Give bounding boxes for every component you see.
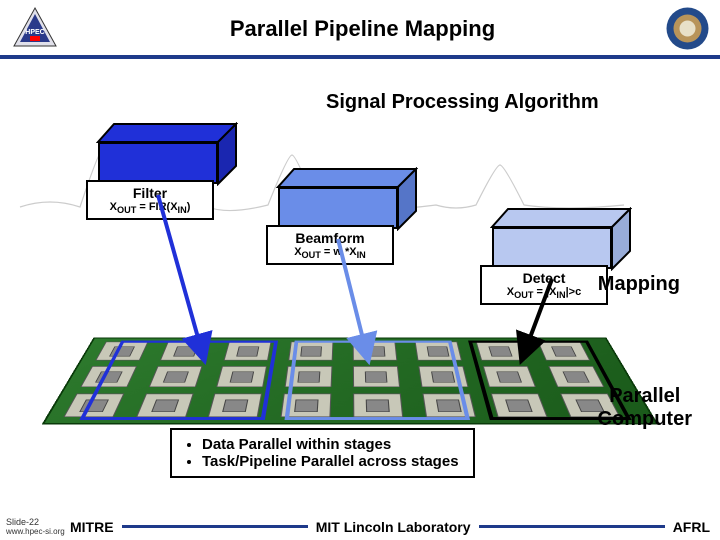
page-title: Parallel Pipeline Mapping [60,16,665,42]
dod-seal-icon [665,6,710,51]
summary-box: Data Parallel within stagesTask/Pipeline… [170,428,475,478]
computer-label: Parallel Computer [598,385,692,431]
stage-title: Beamform [274,230,386,246]
org-center: MIT Lincoln Laboratory [316,519,471,535]
mapping-region [284,341,470,420]
stage-label-box: Beamform XOUT = w *XIN [266,225,394,265]
header-divider [0,55,720,59]
stage-formula: XOUT = |XIN|>c [488,286,600,300]
svg-text:HPEC: HPEC [25,29,44,36]
header: HPEC Parallel Pipeline Mapping [0,0,720,51]
org-right: AFRL [673,519,720,535]
slide-number: Slide-22 www.hpec-si.org [0,517,70,536]
slide-num-text: Slide-22 [6,517,70,527]
footer-bar [122,525,308,528]
stage-formula: XOUT = FIR(XIN) [94,201,206,215]
bullet-item: Task/Pipeline Parallel across stages [202,453,459,470]
algorithm-label: Signal Processing Algorithm [326,91,599,114]
mapping-label: Mapping [598,273,680,296]
parallel-computer-board [42,338,659,425]
bullet-item: Data Parallel within stages [202,436,459,453]
hpec-logo: HPEC [10,6,60,51]
slide-url-text: www.hpec-si.org [6,527,70,536]
org-left: MITRE [70,519,114,535]
stage-label-box: Filter XOUT = FIR(XIN) [86,180,214,220]
stage-formula: XOUT = w *XIN [274,246,386,260]
footer: Slide-22 www.hpec-si.org MITRE MIT Linco… [0,517,720,536]
stage-title: Filter [94,185,206,201]
stage-label-box: Detect XOUT = |XIN|>c [480,265,608,305]
stage-title: Detect [488,270,600,286]
footer-bar [479,525,665,528]
diagram-canvas: Signal Processing Algorithm Filter XOUT … [0,67,720,487]
